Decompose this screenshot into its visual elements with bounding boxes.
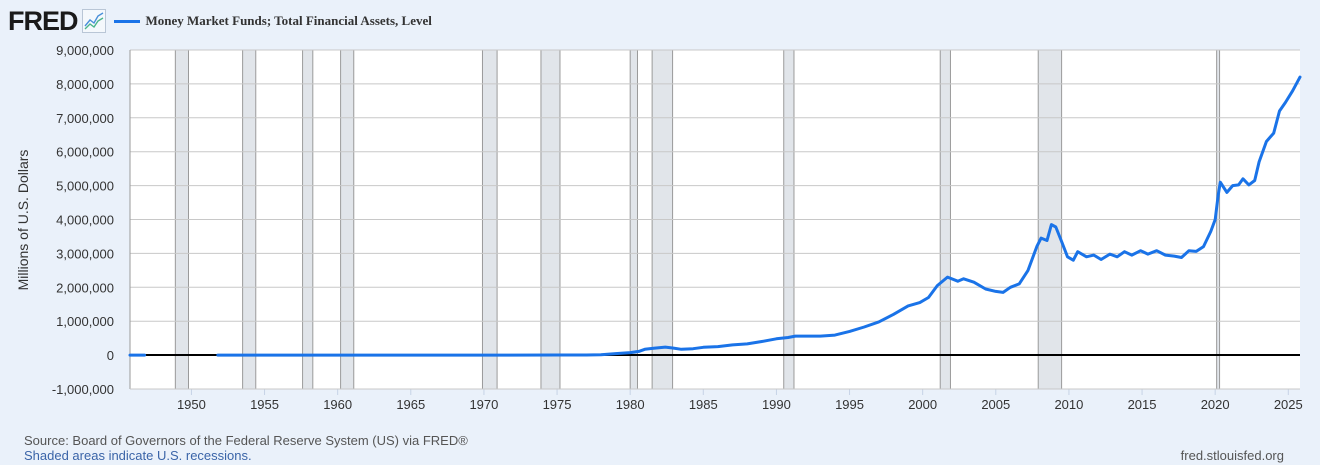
legend: Money Market Funds; Total Financial Asse… bbox=[113, 13, 432, 29]
gridlines bbox=[130, 49, 1300, 322]
legend-swatch bbox=[113, 19, 140, 23]
y-tick-label: 4,000,000 bbox=[56, 213, 114, 228]
x-tick-label: 1955 bbox=[250, 397, 279, 412]
site-link[interactable]: fred.stlouisfed.org bbox=[1180, 448, 1284, 463]
x-tick-label: 1990 bbox=[762, 397, 791, 412]
y-tick-label: 1,000,000 bbox=[56, 314, 114, 329]
y-axis-label: Millions of U.S. Dollars bbox=[15, 150, 31, 291]
x-tick-label: 2000 bbox=[908, 397, 937, 412]
fred-logo[interactable]: FRED bbox=[8, 6, 78, 36]
y-tick-label: 6,000,000 bbox=[56, 145, 114, 160]
x-tick-label: 1950 bbox=[177, 397, 206, 412]
y-tick-label: 7,000,000 bbox=[56, 111, 114, 126]
x-tick-label: 2005 bbox=[981, 397, 1010, 412]
source-note: Source: Board of Governors of the Federa… bbox=[24, 433, 468, 448]
x-tick-label: 2010 bbox=[1054, 397, 1083, 412]
y-tick-label: -1,000,000 bbox=[52, 382, 114, 397]
x-tick-label: 2020 bbox=[1201, 397, 1230, 412]
chart-header: FRED Money Market Funds; Total Financial… bbox=[8, 6, 432, 36]
y-tick-label: 2,000,000 bbox=[56, 280, 114, 295]
y-tick-label: 0 bbox=[107, 348, 114, 363]
x-tick-label: 1960 bbox=[323, 397, 352, 412]
x-tick-label: 1965 bbox=[396, 397, 425, 412]
x-tick-label: 1970 bbox=[469, 397, 498, 412]
x-tick-label: 2025 bbox=[1274, 397, 1303, 412]
series-path bbox=[216, 75, 1302, 357]
x-axis-ticks: 1950 1955 1960 1965 1970 1975 1980 1985 1990 1995… bbox=[177, 389, 1303, 412]
y-tick-label: 8,000,000 bbox=[56, 77, 114, 92]
line-chart-icon[interactable] bbox=[81, 9, 106, 33]
series-line bbox=[128, 75, 1302, 357]
y-tick-label: 3,000,000 bbox=[56, 246, 114, 261]
y-tick-label: 5,000,000 bbox=[56, 179, 114, 194]
recession-note-link[interactable]: Shaded areas indicate U.S. recessions. bbox=[24, 448, 252, 463]
y-axis-ticks: 9,000,000 8,000,000 7,000,000 6,000,000 5,00… bbox=[52, 43, 114, 397]
x-tick-label: 1985 bbox=[689, 397, 718, 412]
x-tick-label: 2015 bbox=[1128, 397, 1157, 412]
x-tick-label: 1995 bbox=[835, 397, 864, 412]
x-tick-label: 1975 bbox=[543, 397, 572, 412]
x-tick-label: 1980 bbox=[616, 397, 645, 412]
legend-label: Money Market Funds; Total Financial Asse… bbox=[145, 13, 432, 28]
y-tick-label: 9,000,000 bbox=[56, 43, 114, 58]
